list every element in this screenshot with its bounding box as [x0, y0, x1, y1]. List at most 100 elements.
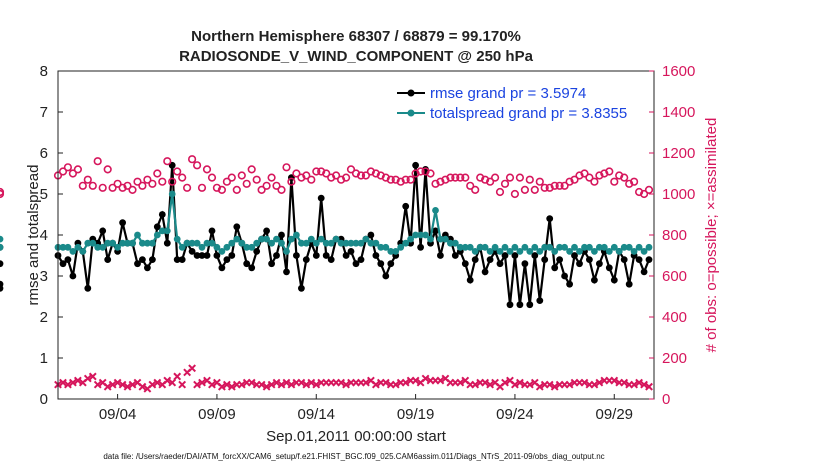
possible-point: [525, 175, 534, 184]
data-point: [541, 256, 549, 263]
data-point: [233, 235, 241, 243]
data-point: [298, 239, 305, 247]
y-tick-label: 3: [40, 268, 48, 285]
data-point: [496, 248, 504, 255]
assimilated-point: [287, 380, 296, 389]
possible-point: [386, 175, 395, 184]
possible-point: [267, 173, 276, 182]
data-point: [501, 243, 509, 251]
data-point: [223, 243, 231, 251]
possible-point: [173, 167, 182, 176]
possible-point: [421, 167, 430, 176]
possible-point: [93, 157, 102, 166]
data-point: [610, 276, 618, 284]
data-point: [213, 252, 221, 259]
data-point: [163, 227, 171, 235]
data-point: [536, 297, 544, 304]
data-point: [362, 235, 370, 243]
series-3: [55, 365, 653, 393]
data-point: [0, 284, 4, 292]
x-axis-label: Sep.01,2011 00:00:00 start: [266, 428, 447, 445]
assimilated-point: [93, 380, 102, 389]
data-point: [461, 260, 469, 268]
possible-point: [148, 179, 157, 188]
data-point: [367, 239, 375, 247]
possible-point: [138, 181, 147, 190]
data-point: [144, 239, 151, 247]
data-point: [203, 239, 211, 247]
data-point: [283, 248, 290, 255]
assimilated-point: [391, 380, 400, 389]
data-point: [337, 239, 345, 247]
data-point: [312, 252, 320, 259]
data-point: [248, 264, 256, 272]
data-point: [198, 252, 206, 259]
legend-label-totalspread: totalspread grand pr = 3.8355: [430, 105, 627, 122]
y-tick-label: 7: [40, 104, 48, 121]
data-point: [357, 239, 365, 247]
data-point: [253, 248, 261, 255]
assimilated-point: [312, 380, 321, 389]
assimilated-point: [163, 376, 172, 385]
data-point: [193, 239, 201, 247]
data-point: [471, 256, 479, 263]
possible-point: [202, 165, 212, 174]
data-point: [218, 248, 226, 255]
data-point: [615, 248, 623, 255]
assimilated-point: [173, 372, 182, 381]
data-point: [149, 256, 156, 263]
data-point: [139, 256, 146, 263]
data-point: [402, 202, 410, 210]
possible-point: [0, 189, 5, 199]
data-point: [302, 239, 310, 247]
assimilated-point: [381, 378, 390, 387]
assimilated-point: [227, 382, 236, 391]
legend-box: [392, 79, 584, 127]
possible-point: [247, 165, 256, 174]
possible-point: [193, 161, 202, 170]
data-point: [576, 260, 583, 268]
data-point: [531, 252, 539, 259]
data-point: [456, 243, 464, 251]
y2-axis-label: # of obs: o=possible; ×=assimilated: [703, 118, 720, 353]
data-point: [208, 227, 216, 235]
data-point: [342, 239, 350, 247]
data-point: [561, 272, 568, 280]
possible-point: [108, 183, 117, 192]
data-point: [566, 248, 573, 255]
data-point: [437, 235, 444, 243]
data-point: [317, 194, 325, 202]
y2-tick-label: 1600: [662, 63, 695, 80]
assimilated-point: [371, 380, 380, 389]
possible-point: [605, 167, 614, 176]
possible-point: [217, 185, 226, 194]
data-point: [327, 239, 335, 247]
possible-point: [242, 179, 251, 188]
possible-point: [411, 169, 420, 178]
assimilated-point: [272, 378, 281, 387]
series-layer: [0, 156, 654, 393]
data-point: [352, 239, 360, 247]
data-point: [268, 239, 275, 247]
data-point: [278, 239, 285, 247]
data-point: [59, 243, 67, 251]
data-point: [496, 260, 504, 268]
x-tick-label: 09/04: [99, 406, 137, 423]
data-point: [84, 239, 92, 247]
assimilated-point: [565, 380, 574, 389]
possible-point: [356, 171, 366, 180]
assimilated-point: [237, 380, 246, 389]
possible-point: [277, 185, 286, 194]
possible-point: [600, 169, 609, 178]
possible-point: [128, 185, 137, 194]
data-point: [0, 243, 4, 251]
data-point: [188, 239, 196, 247]
possible-point: [282, 163, 291, 172]
data-point: [501, 252, 509, 259]
possible-point: [183, 183, 192, 192]
possible-point: [98, 183, 107, 192]
data-point: [153, 223, 161, 231]
data-point: [541, 243, 549, 251]
data-point: [223, 256, 231, 263]
